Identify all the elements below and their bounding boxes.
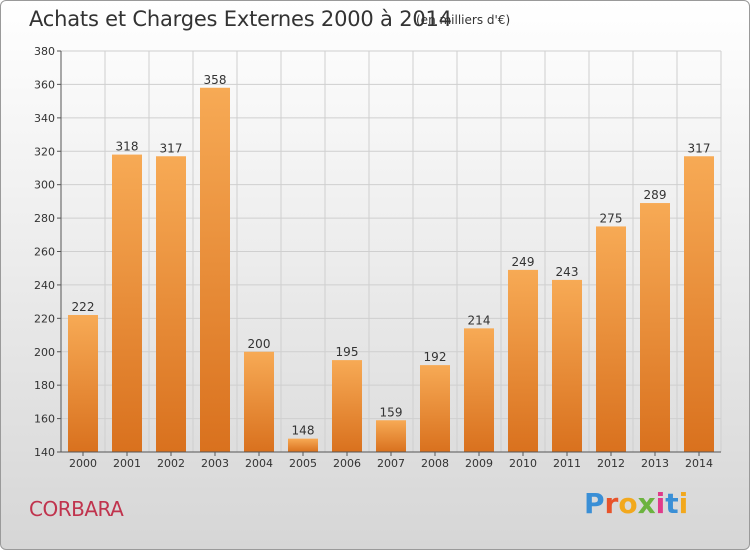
value-label-2009: 214 bbox=[468, 313, 491, 327]
bar-2000 bbox=[68, 314, 98, 452]
value-label-2000: 222 bbox=[72, 300, 95, 314]
x-tick-label-2009: 2009 bbox=[465, 457, 493, 470]
bar-layer bbox=[68, 87, 714, 452]
y-tick-label: 340 bbox=[34, 112, 55, 125]
y-tick-label: 260 bbox=[34, 246, 55, 259]
x-tick-label-2003: 2003 bbox=[201, 457, 229, 470]
proxiti-logo: Proxiti bbox=[584, 487, 689, 520]
y-tick-label: 240 bbox=[34, 279, 55, 292]
y-tick-label: 140 bbox=[34, 446, 55, 459]
x-tick-label-2013: 2013 bbox=[641, 457, 669, 470]
bar-2002 bbox=[156, 156, 186, 452]
bar-2011 bbox=[552, 279, 582, 452]
x-tick-label-2012: 2012 bbox=[597, 457, 625, 470]
bar-2001 bbox=[112, 154, 142, 452]
value-label-2005: 148 bbox=[292, 424, 315, 438]
y-tick-label: 160 bbox=[34, 413, 55, 426]
bar-2006 bbox=[332, 360, 362, 452]
x-tick-label-2000: 2000 bbox=[69, 457, 97, 470]
value-label-2013: 289 bbox=[644, 188, 667, 202]
x-tick-label-2010: 2010 bbox=[509, 457, 537, 470]
value-label-2011: 243 bbox=[556, 265, 579, 279]
value-label-2012: 275 bbox=[600, 211, 623, 225]
bar-2013 bbox=[640, 203, 670, 452]
y-tick-label: 360 bbox=[34, 78, 55, 91]
location-name: CORBARA bbox=[29, 497, 124, 521]
x-tick-label-2008: 2008 bbox=[421, 457, 449, 470]
label-layer: 222 2000 318 2001 317 2002 358 2003 200 2004 148 20… bbox=[69, 73, 713, 470]
bar-2003 bbox=[200, 87, 230, 452]
bar-2009 bbox=[464, 328, 494, 452]
x-tick-label-2014: 2014 bbox=[685, 457, 713, 470]
axis-layer: 140 160 180 200 220 240 260 280 300 320 340 360 380 bbox=[34, 45, 721, 459]
x-tick-label-2007: 2007 bbox=[377, 457, 405, 470]
bar-2007 bbox=[376, 420, 406, 452]
y-tick-label: 300 bbox=[34, 179, 55, 192]
bar-2012 bbox=[596, 226, 626, 452]
bar-2005 bbox=[288, 438, 318, 452]
y-tick-label: 320 bbox=[34, 145, 55, 158]
y-tick-label: 380 bbox=[34, 45, 55, 58]
y-tick-label: 220 bbox=[34, 312, 55, 325]
value-label-2003: 358 bbox=[204, 73, 227, 87]
unit-note: (en milliers d'€) bbox=[416, 13, 511, 27]
value-label-2007: 159 bbox=[380, 405, 403, 419]
chart-title: Achats et Charges Externes 2000 à 2014 bbox=[29, 7, 452, 31]
x-tick-label-2002: 2002 bbox=[157, 457, 185, 470]
bar-2014 bbox=[684, 156, 714, 452]
value-label-2008: 192 bbox=[424, 350, 447, 364]
bar-2004 bbox=[244, 351, 274, 452]
value-label-2001: 318 bbox=[116, 140, 139, 154]
x-tick-label-2001: 2001 bbox=[113, 457, 141, 470]
value-label-2006: 195 bbox=[336, 345, 359, 359]
x-tick-label-2006: 2006 bbox=[333, 457, 361, 470]
x-tick-label-2004: 2004 bbox=[245, 457, 273, 470]
y-tick-label: 180 bbox=[34, 379, 55, 392]
bar-2008 bbox=[420, 365, 450, 452]
value-label-2004: 200 bbox=[248, 337, 271, 351]
y-tick-label: 280 bbox=[34, 212, 55, 225]
value-label-2002: 317 bbox=[160, 141, 183, 155]
y-tick-label: 200 bbox=[34, 346, 55, 359]
value-label-2010: 249 bbox=[512, 255, 535, 269]
bar-2010 bbox=[508, 269, 538, 452]
x-tick-label-2011: 2011 bbox=[553, 457, 581, 470]
value-label-2014: 317 bbox=[688, 141, 711, 155]
x-tick-label-2005: 2005 bbox=[289, 457, 317, 470]
